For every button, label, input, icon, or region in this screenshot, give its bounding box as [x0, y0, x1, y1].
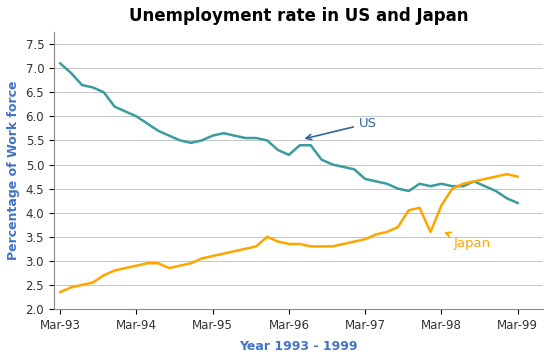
Text: US: US [306, 117, 377, 140]
X-axis label: Year 1993 - 1999: Year 1993 - 1999 [239, 340, 358, 353]
Y-axis label: Percentage of Work force: Percentage of Work force [7, 81, 20, 260]
Text: Japan: Japan [446, 232, 491, 250]
Title: Unemployment rate in US and Japan: Unemployment rate in US and Japan [129, 7, 468, 25]
